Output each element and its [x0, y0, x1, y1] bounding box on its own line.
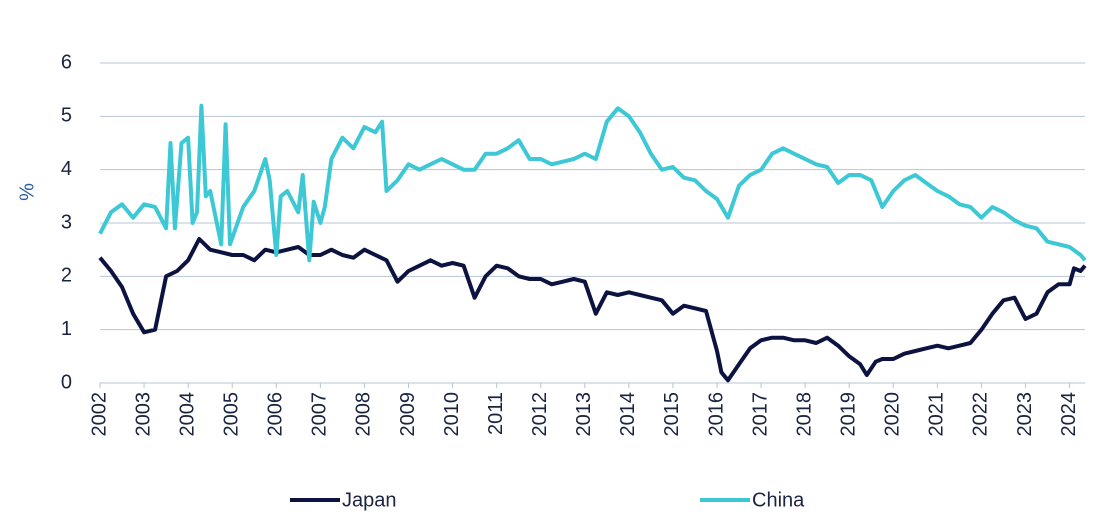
x-tick-label: 2012 — [529, 392, 551, 437]
x-tick-label: 2013 — [573, 392, 595, 437]
x-tick-label: 2016 — [705, 392, 727, 437]
y-tick-label: 6 — [61, 51, 72, 73]
x-tick-label: 2015 — [661, 392, 683, 437]
x-tick-label: 2017 — [749, 392, 771, 437]
x-tick-label: 2021 — [926, 392, 948, 437]
x-tick-label: 2004 — [176, 392, 198, 437]
x-tick-label: 2024 — [1058, 392, 1080, 437]
y-tick-label: 4 — [61, 158, 72, 180]
x-tick-label: 2005 — [220, 392, 242, 437]
x-tick-label: 2022 — [970, 392, 992, 437]
line-series — [98, 103, 1087, 263]
x-tick-label: 2007 — [309, 392, 331, 437]
x-tick-label: 2009 — [397, 392, 419, 437]
line-series — [98, 237, 1087, 383]
legend-label: China — [752, 489, 805, 511]
x-tick-label: 2008 — [353, 392, 375, 437]
x-tick-label: 2010 — [441, 392, 463, 437]
x-tick-label: 2003 — [132, 392, 154, 437]
legend-label: Japan — [342, 489, 397, 511]
y-tick-label: 5 — [61, 105, 72, 127]
y-tick-label: 3 — [61, 211, 72, 233]
y-tick-label: 1 — [61, 318, 72, 340]
y-tick-label: 2 — [61, 265, 72, 287]
x-tick-label: 2023 — [1014, 392, 1036, 437]
x-tick-label: 2018 — [793, 392, 815, 437]
x-tick-label: 2006 — [265, 392, 287, 437]
y-tick-label: 0 — [61, 371, 72, 393]
x-tick-label: 2002 — [88, 392, 110, 437]
x-tick-label: 2014 — [617, 392, 639, 437]
x-tick-label: 2019 — [837, 392, 859, 437]
x-tick-label: 2020 — [882, 392, 904, 437]
y-axis-label: % — [16, 183, 38, 201]
x-tick-label: 2011 — [485, 392, 507, 435]
